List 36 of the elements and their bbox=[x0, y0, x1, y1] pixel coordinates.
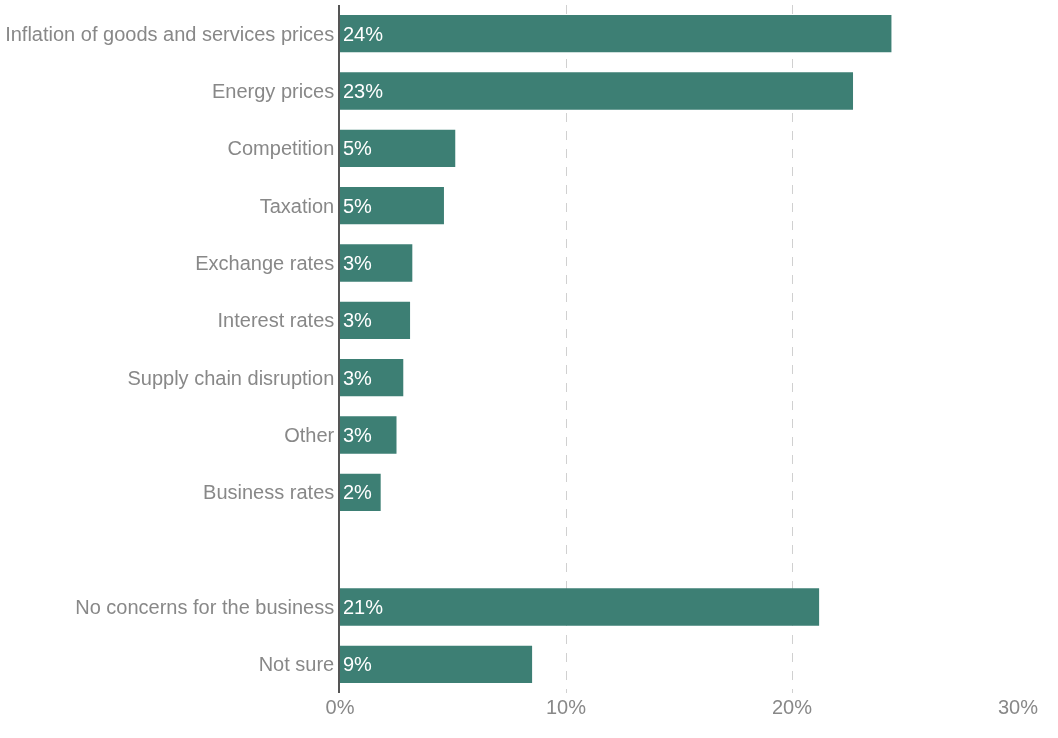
y-tick-label: Exchange rates bbox=[195, 252, 335, 274]
data-label: 3% bbox=[343, 309, 373, 332]
y-tick-label: Not sure bbox=[258, 653, 335, 676]
x-tick-label: 10% bbox=[545, 696, 587, 718]
y-tick-label: No concerns for the business bbox=[75, 596, 335, 618]
bar bbox=[340, 359, 404, 397]
y-tick-label: Other bbox=[284, 424, 335, 446]
data-label: 9% bbox=[343, 653, 373, 676]
y-tick-label: Business rates bbox=[203, 481, 335, 504]
data-label: 3% bbox=[343, 252, 373, 274]
data-label: 3% bbox=[343, 424, 373, 446]
bar bbox=[340, 129, 456, 167]
bar bbox=[340, 15, 892, 53]
data-label: 21% bbox=[343, 596, 384, 618]
x-tick-label: 30% bbox=[997, 696, 1039, 718]
data-label: 2% bbox=[343, 481, 373, 504]
bar bbox=[340, 301, 411, 339]
bar bbox=[340, 588, 820, 626]
x-tick-label: 20% bbox=[771, 696, 813, 718]
y-tick-label: Interest rates bbox=[217, 309, 335, 332]
data-label: 23% bbox=[343, 80, 384, 102]
y-tick-label: Competition bbox=[227, 137, 335, 160]
bar bbox=[340, 645, 533, 683]
y-tick-label: Energy prices bbox=[211, 80, 335, 102]
data-label: 3% bbox=[343, 366, 373, 389]
y-tick-label: Taxation bbox=[259, 194, 335, 217]
bar bbox=[340, 187, 444, 225]
y-tick-label: Inflation of goods and services prices bbox=[5, 22, 335, 45]
data-label: 5% bbox=[343, 137, 373, 160]
x-tick-label: 0% bbox=[325, 696, 355, 718]
bar bbox=[340, 244, 413, 282]
y-tick-label: Supply chain disruption bbox=[127, 366, 335, 389]
data-label: 24% bbox=[343, 22, 384, 45]
bar bbox=[340, 72, 854, 110]
bar bbox=[340, 416, 397, 454]
data-label: 5% bbox=[343, 194, 373, 217]
